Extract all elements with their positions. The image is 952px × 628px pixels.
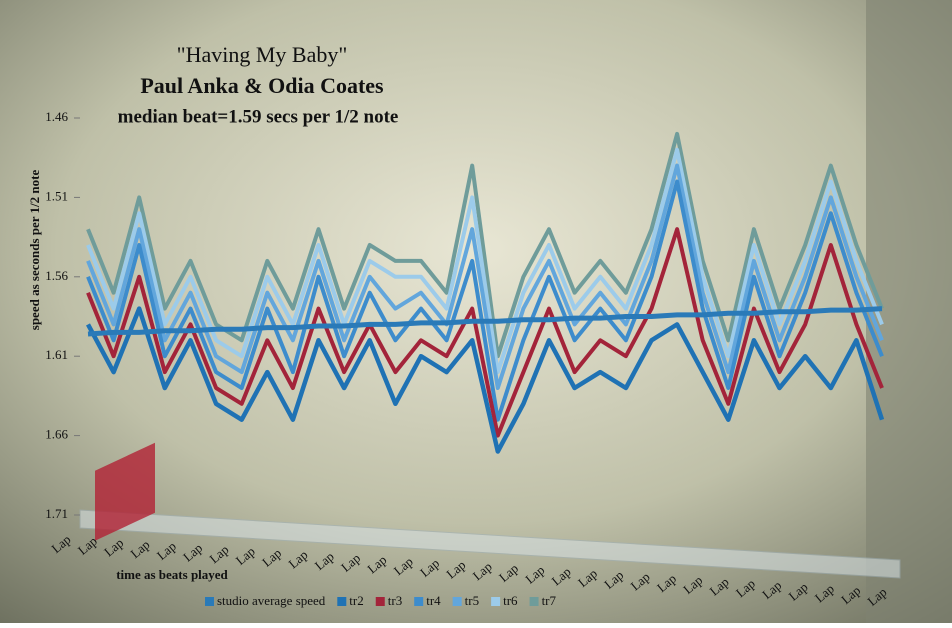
y-tick-label: 1.51 (45, 188, 68, 203)
flag (95, 442, 155, 541)
y-tick-label: 1.71 (45, 506, 68, 521)
legend-swatch (375, 597, 385, 606)
series-line (86, 227, 884, 438)
series-line (86, 306, 885, 454)
y-tick-label: 1.61 (45, 347, 68, 362)
legend-swatch (205, 597, 214, 606)
series-line (86, 179, 884, 422)
y-tick-label: 1.66 (45, 427, 68, 442)
chart-title: Paul Anka & Odia Coates (140, 73, 384, 98)
legend-label: tr5 (465, 593, 479, 608)
flag-shape (95, 442, 155, 541)
series-line (87, 306, 883, 337)
legend-swatch (337, 597, 347, 606)
legend: studio average speed tr2 tr3 tr4 tr5 tr6 tr7 (205, 593, 557, 608)
y-tick-label: 1.46 (45, 109, 68, 124)
chart-title: "Having My Baby" (177, 42, 348, 67)
legend-swatch (529, 597, 539, 606)
x-axis-label: time as beats played (116, 567, 228, 582)
legend-label: tr7 (542, 593, 557, 608)
floor (79, 509, 901, 579)
legend-label: tr6 (503, 593, 518, 608)
legend-label: studio average speed (217, 593, 326, 608)
series-line (86, 163, 884, 390)
legend-swatch (414, 597, 424, 606)
background-panel (866, 0, 952, 623)
legend-label: tr3 (388, 593, 402, 608)
y-axis-label: speed as seconds per 1/2 note (27, 170, 42, 331)
legend-swatch (491, 597, 501, 606)
series-line (86, 147, 884, 375)
legend-swatch (452, 597, 462, 606)
legend-label: tr2 (349, 593, 363, 608)
y-tick-label: 1.56 (45, 268, 68, 283)
legend-label: tr4 (426, 593, 441, 608)
chart-subtitle: median beat=1.59 secs per 1/2 note (118, 106, 399, 127)
